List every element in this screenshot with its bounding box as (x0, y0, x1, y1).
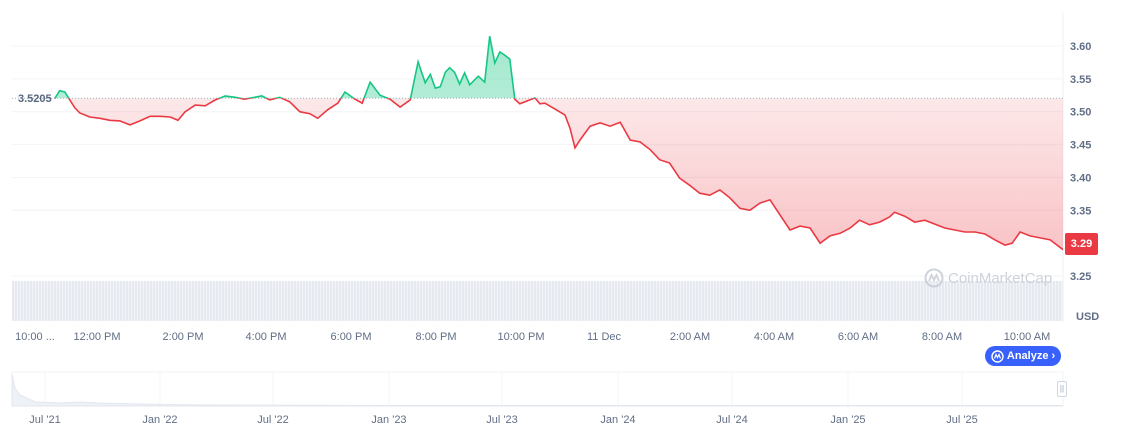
coinmarketcap-logo-icon (924, 268, 944, 288)
x-tick-label: 4:00 PM (246, 331, 287, 343)
navigator-tick-label: Jan '22 (142, 414, 177, 426)
y-tick-label: 3.55 (1070, 74, 1091, 86)
y-tick-label: 3.35 (1070, 205, 1091, 217)
current-price-tag: 3.29 (1065, 233, 1098, 255)
y-tick-label: 3.60 (1070, 41, 1091, 53)
x-tick-label: 10:00 AM (1004, 331, 1050, 343)
analyze-button[interactable]: Analyze › (985, 346, 1061, 366)
grid-lines (12, 45, 1063, 277)
x-axis: 10:00 ... 12:00 PM 2:00 PM 4:00 PM 6:00 PM 8:… (15, 331, 1050, 343)
price-line-up (54, 35, 537, 99)
navigator-tick-label: Jul '22 (257, 414, 288, 426)
y-tick-label: 3.50 (1070, 107, 1091, 119)
chevron-right-icon: › (1051, 350, 1056, 362)
y-tick-label: 3.25 (1070, 271, 1091, 283)
x-tick-label: 6:00 PM (331, 331, 372, 343)
analyze-label: Analyze (1006, 350, 1049, 362)
y-axis: 3.60 3.55 3.50 3.45 3.40 3.35 3.25 (1070, 41, 1091, 283)
drag-handle-icon[interactable]: || (1057, 381, 1067, 397)
x-tick-label: 4:00 AM (754, 331, 794, 343)
x-tick-label: 8:00 PM (416, 331, 457, 343)
x-tick-label: 8:00 AM (922, 331, 962, 343)
x-tick-label: 2:00 AM (670, 331, 710, 343)
x-tick-label: 2:00 PM (163, 331, 204, 343)
area-above-baseline (54, 36, 536, 99)
y-tick-label: 3.40 (1070, 172, 1091, 184)
x-tick-label: 11 Dec (587, 331, 622, 343)
x-tick-label: 10:00 ... (15, 331, 55, 343)
navigator-area (11, 373, 1064, 407)
y-tick-label: 3.45 (1070, 140, 1091, 152)
navigator-tick-label: Jul '23 (486, 414, 517, 426)
navigator-tick-label: Jan '25 (830, 414, 865, 426)
x-tick-label: 10:00 PM (497, 331, 544, 343)
analyze-logo-icon (991, 349, 1004, 363)
navigator-x-axis: Jul '21 Jan '22 Jul '22 Jan '23 Jul '23 Jan '… (29, 414, 977, 426)
navigator-tick-label: Jul '21 (29, 414, 60, 426)
baseline-label: 3.5205 (18, 93, 52, 105)
navigator[interactable] (11, 371, 1064, 407)
x-tick-label: 6:00 AM (838, 331, 878, 343)
currency-label: USD (1076, 311, 1100, 323)
area-below-baseline (54, 98, 1063, 250)
volume-bars (12, 281, 1063, 321)
price-line-down (54, 98, 1063, 251)
navigator-tick-label: Jul '24 (716, 414, 747, 426)
navigator-tick-label: Jan '24 (600, 414, 635, 426)
navigator-tick-label: Jan '23 (371, 414, 406, 426)
navigator-tick-label: Jul '25 (946, 414, 977, 426)
watermark-text: CoinMarketCap (948, 269, 1053, 287)
x-tick-label: 12:00 PM (73, 331, 120, 343)
watermark: CoinMarketCap (924, 268, 1052, 288)
